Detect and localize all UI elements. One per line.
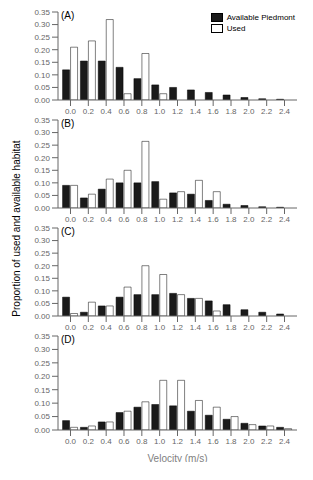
svg-text:0.2: 0.2: [83, 437, 95, 446]
svg-text:2.2: 2.2: [261, 323, 273, 332]
svg-text:0.10: 0.10: [34, 287, 50, 296]
svg-text:0.25: 0.25: [34, 141, 50, 150]
svg-text:0.15: 0.15: [34, 274, 50, 283]
svg-text:0.05: 0.05: [34, 412, 50, 421]
svg-text:2.0: 2.0: [243, 107, 255, 116]
svg-text:1.0: 1.0: [154, 215, 166, 224]
svg-text:0.00: 0.00: [34, 426, 50, 435]
svg-text:0.20: 0.20: [34, 46, 50, 55]
svg-text:0.8: 0.8: [136, 323, 148, 332]
html-text:(A): (A): [61, 10, 75, 21]
svg-text:0.00: 0.00: [34, 312, 50, 321]
svg-text:0.10: 0.10: [34, 399, 50, 408]
html-text:(D): (D): [61, 334, 75, 345]
svg-text:2.4: 2.4: [279, 215, 291, 224]
svg-text:0.25: 0.25: [34, 249, 50, 258]
svg-text:0.6: 0.6: [118, 323, 130, 332]
html-text:(C): (C): [61, 226, 75, 237]
svg-text:2.2: 2.2: [261, 215, 273, 224]
svg-text:2.4: 2.4: [279, 437, 291, 446]
svg-text:1.8: 1.8: [225, 323, 237, 332]
svg-text:0.10: 0.10: [34, 179, 50, 188]
svg-text:0.6: 0.6: [118, 437, 130, 446]
svg-text:1.0: 1.0: [154, 323, 166, 332]
svg-text:0.0: 0.0: [65, 323, 77, 332]
svg-text:2.0: 2.0: [243, 437, 255, 446]
svg-text:1.8: 1.8: [225, 107, 237, 116]
svg-text:0.2: 0.2: [83, 215, 95, 224]
svg-text:0.15: 0.15: [34, 386, 50, 395]
svg-text:1.4: 1.4: [190, 215, 202, 224]
html-text:Available Piedmont: Available Piedmont: [226, 13, 295, 22]
svg-text:0.25: 0.25: [34, 359, 50, 368]
svg-text:0.4: 0.4: [101, 437, 113, 446]
svg-text:0.15: 0.15: [34, 58, 50, 67]
svg-text:0.35: 0.35: [34, 116, 50, 125]
svg-text:1.4: 1.4: [190, 323, 202, 332]
svg-text:0.00: 0.00: [34, 96, 50, 105]
svg-text:0.20: 0.20: [34, 154, 50, 163]
svg-text:1.0: 1.0: [154, 107, 166, 116]
svg-text:0.25: 0.25: [34, 33, 50, 42]
svg-text:0.0: 0.0: [65, 215, 77, 224]
svg-text:Velocity (m/s): Velocity (m/s): [147, 453, 207, 462]
svg-text:0.10: 0.10: [34, 71, 50, 80]
svg-text:0.05: 0.05: [34, 83, 50, 92]
svg-text:0.6: 0.6: [118, 107, 130, 116]
svg-text:1.6: 1.6: [208, 437, 220, 446]
svg-text:0.35: 0.35: [34, 8, 50, 17]
svg-text:1.4: 1.4: [190, 107, 202, 116]
svg-text:1.6: 1.6: [208, 323, 220, 332]
svg-text:1.8: 1.8: [225, 437, 237, 446]
svg-text:0.30: 0.30: [34, 20, 50, 29]
svg-text:0.15: 0.15: [34, 166, 50, 175]
svg-text:0.05: 0.05: [34, 299, 50, 308]
svg-text:0.30: 0.30: [34, 128, 50, 137]
svg-text:0.8: 0.8: [136, 437, 148, 446]
svg-text:0.0: 0.0: [65, 437, 77, 446]
svg-text:0.0: 0.0: [65, 107, 77, 116]
svg-text:0.8: 0.8: [136, 215, 148, 224]
svg-text:0.35: 0.35: [34, 332, 50, 341]
svg-text:0.35: 0.35: [34, 224, 50, 233]
svg-text:1.6: 1.6: [208, 215, 220, 224]
svg-text:1.2: 1.2: [172, 323, 184, 332]
svg-text:1.0: 1.0: [154, 437, 166, 446]
svg-text:2.4: 2.4: [279, 107, 291, 116]
html-text:Used: Used: [226, 24, 246, 33]
svg-text:1.6: 1.6: [208, 107, 220, 116]
svg-text:0.4: 0.4: [101, 323, 113, 332]
svg-text:2.2: 2.2: [261, 107, 273, 116]
svg-text:0.2: 0.2: [83, 323, 95, 332]
html-text:Proportion of used and availab: Proportion of used and available habitat: [10, 139, 22, 317]
svg-text:0.6: 0.6: [118, 215, 130, 224]
svg-text:0.4: 0.4: [101, 107, 113, 116]
svg-text:1.8: 1.8: [225, 215, 237, 224]
svg-text:0.8: 0.8: [136, 107, 148, 116]
svg-text:2.4: 2.4: [279, 323, 291, 332]
svg-text:2.0: 2.0: [243, 215, 255, 224]
svg-text:1.2: 1.2: [172, 215, 184, 224]
svg-text:1.2: 1.2: [172, 437, 184, 446]
svg-text:0.20: 0.20: [34, 262, 50, 271]
svg-text:2.2: 2.2: [261, 437, 273, 446]
svg-text:0.00: 0.00: [34, 204, 50, 213]
svg-text:0.4: 0.4: [101, 215, 113, 224]
html-text:(B): (B): [61, 118, 75, 129]
svg-text:0.20: 0.20: [34, 372, 50, 381]
svg-text:0.2: 0.2: [83, 107, 95, 116]
svg-text:1.4: 1.4: [190, 437, 202, 446]
svg-text:2.0: 2.0: [243, 323, 255, 332]
svg-text:0.30: 0.30: [34, 236, 50, 245]
svg-text:0.30: 0.30: [34, 345, 50, 354]
svg-text:0.05: 0.05: [34, 191, 50, 200]
svg-text:1.2: 1.2: [172, 107, 184, 116]
